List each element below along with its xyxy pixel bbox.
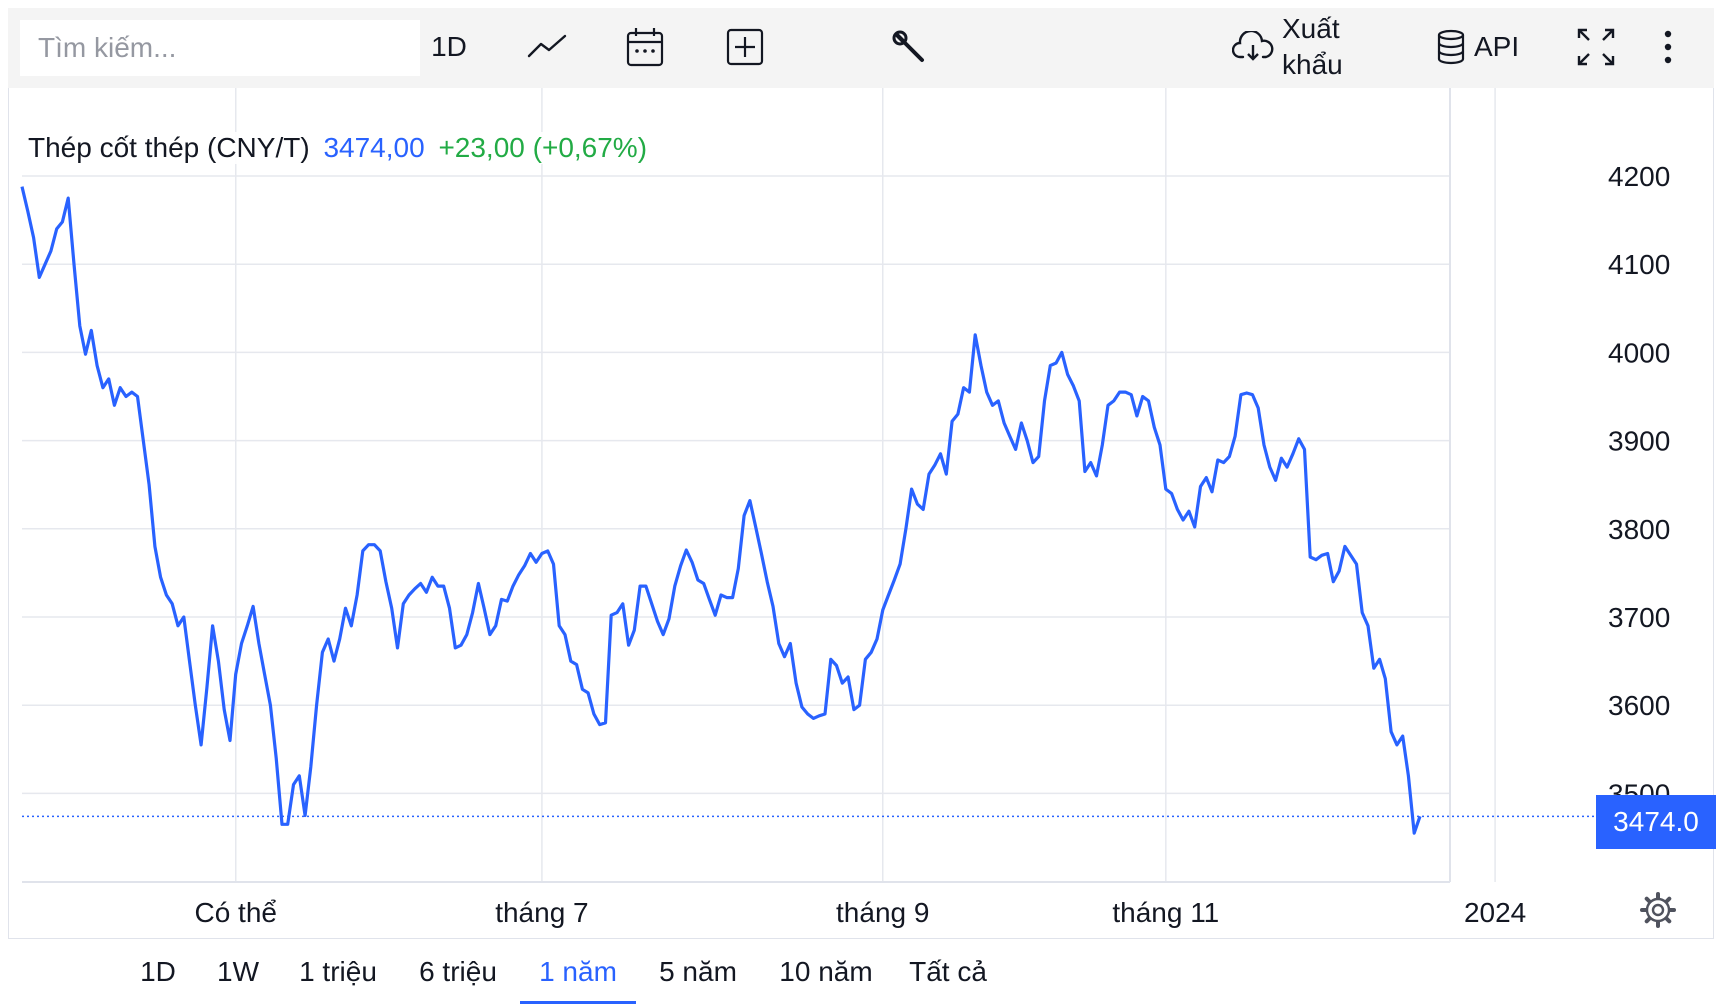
fullscreen-button[interactable] — [1574, 14, 1618, 80]
y-tick-label: 3700 — [1608, 602, 1670, 633]
range-button[interactable]: 1 triệu — [299, 956, 377, 987]
range-button[interactable]: 5 năm — [659, 956, 737, 987]
api-button[interactable]: API — [1436, 14, 1526, 80]
x-tick-label: tháng 11 — [1112, 897, 1219, 928]
range-selector: 1D 1W 1 triệu 6 triệu 1 năm 5 năm 10 năm Tất cả — [8, 938, 1714, 1004]
legend-change: +23,00 (+0,67%) — [438, 132, 648, 163]
date-range-button[interactable] — [620, 14, 670, 80]
cloud-download-icon — [1232, 31, 1274, 61]
export-label-line1: Xuất — [1282, 13, 1340, 44]
range-button[interactable]: 1W — [217, 956, 259, 987]
range-button[interactable]: 10 năm — [779, 956, 873, 987]
settings-button[interactable] — [888, 14, 932, 80]
interval-button[interactable]: 1D — [426, 14, 472, 80]
chart-type-button[interactable] — [522, 14, 572, 80]
y-tick-label: 3800 — [1608, 514, 1670, 545]
y-tick-label: 3600 — [1608, 690, 1670, 721]
export-label-line2: khẩu — [1282, 49, 1343, 80]
range-button[interactable]: 6 triệu — [419, 956, 497, 987]
active-range-underline — [520, 1001, 636, 1004]
chart-widget-frame — [8, 8, 1714, 1004]
gear-icon[interactable] — [1638, 890, 1678, 930]
last-price-tag: 3474.0 — [1596, 795, 1716, 849]
line-chart-icon — [527, 34, 567, 58]
y-tick-label: 4000 — [1608, 337, 1670, 368]
export-button[interactable]: Xuất khẩu — [1232, 11, 1352, 83]
more-vertical-icon — [1664, 30, 1672, 64]
wrench-icon — [892, 30, 924, 62]
interval-label: 1D — [431, 31, 467, 62]
y-tick-label: 3900 — [1608, 426, 1670, 457]
fullscreen-icon — [1577, 28, 1615, 66]
plus-square-icon — [726, 28, 764, 66]
calendar-icon — [626, 28, 664, 67]
legend-symbol-name: Thép cốt thép (CNY/T) — [28, 132, 310, 163]
x-tick-label: tháng 9 — [836, 897, 929, 928]
x-tick-label: Có thể — [194, 897, 277, 928]
database-icon — [1437, 29, 1465, 65]
export-label: Xuất khẩu — [1282, 11, 1343, 83]
chart-legend: Thép cốt thép (CNY/T) 3474,00 +23,00 (+0… — [28, 132, 656, 164]
more-button[interactable] — [1656, 14, 1680, 80]
range-button[interactable]: 1D — [140, 956, 176, 987]
range-button[interactable]: Tất cả — [909, 956, 987, 987]
series-line — [20, 186, 1422, 835]
y-tick-label: 4200 — [1608, 161, 1670, 192]
x-tick-label: tháng 7 — [495, 897, 588, 928]
y-tick-label: 4100 — [1608, 249, 1670, 280]
api-label: API — [1474, 31, 1520, 62]
add-indicator-button[interactable] — [720, 14, 770, 80]
range-button[interactable]: 1 năm — [539, 956, 617, 987]
search-input[interactable] — [20, 20, 420, 76]
legend-price: 3474,00 — [323, 132, 425, 163]
x-tick-label: 2024 — [1464, 897, 1526, 928]
